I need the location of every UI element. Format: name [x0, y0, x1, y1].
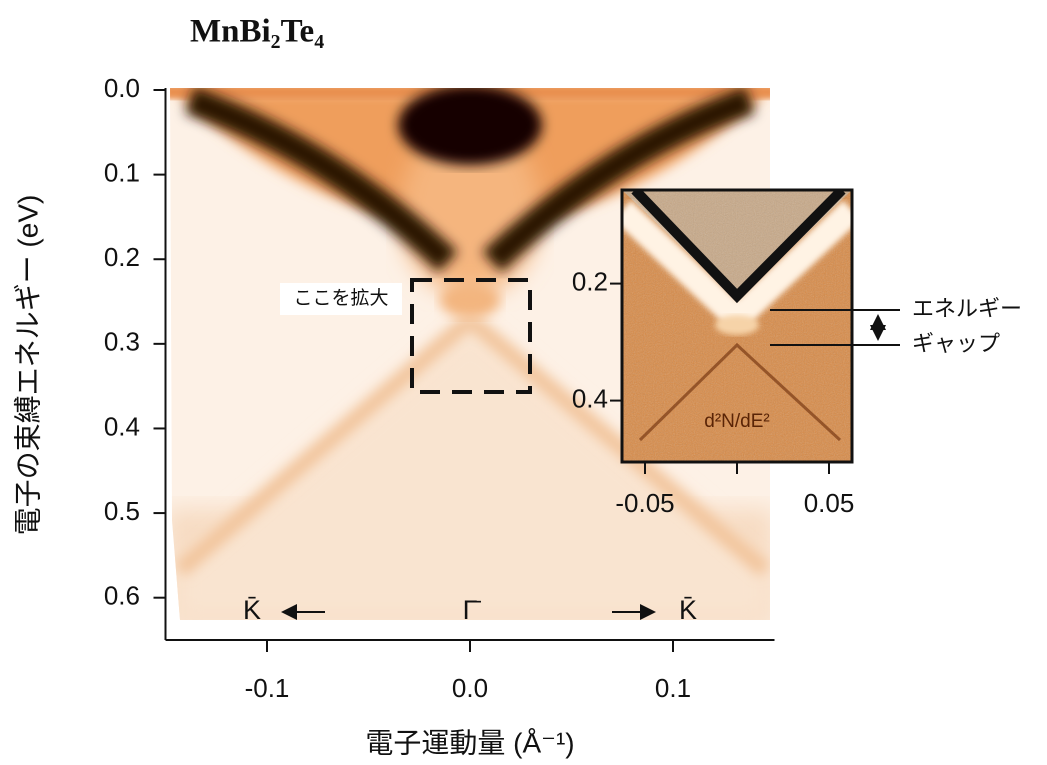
y-tick-label: 0.5	[104, 496, 140, 526]
y-tick-label: 0.2	[572, 266, 608, 296]
figure: MnBi₂Te₄ 電子運動量 (Å⁻¹) 電子の束縛エネルギー (eV) d²N…	[0, 0, 1047, 765]
y-axis-label: 電子の束縛エネルギー (eV)	[12, 195, 43, 536]
y-tick-label: 0.1	[104, 157, 140, 187]
x-axis-label: 電子運動量 (Å⁻¹)	[365, 727, 574, 758]
annotation: K̄	[243, 595, 261, 625]
annotation: K̄	[679, 595, 697, 625]
y-tick-label: 0.3	[104, 327, 140, 357]
inset-title: d²N/dE²	[704, 411, 769, 432]
annotation: エネルギー	[912, 296, 1022, 321]
y-tick-label: 0.6	[104, 581, 140, 611]
annotation: ここを拡大	[293, 287, 388, 309]
y-tick-label: 0.4	[572, 383, 608, 413]
y-tick-label: 0.4	[104, 411, 140, 441]
x-tick-label: -0.05	[615, 488, 674, 518]
x-tick-label: 0.1	[655, 673, 691, 703]
x-tick-label: 0.0	[452, 673, 488, 703]
annotation: ギャップ	[912, 331, 1000, 356]
chart-title: MnBi₂Te₄	[190, 14, 324, 50]
x-tick-label: -0.1	[245, 673, 290, 703]
x-tick-label: 0.05	[804, 488, 855, 518]
y-tick-label: 0.0	[104, 73, 140, 103]
y-tick-label: 0.2	[104, 242, 140, 272]
